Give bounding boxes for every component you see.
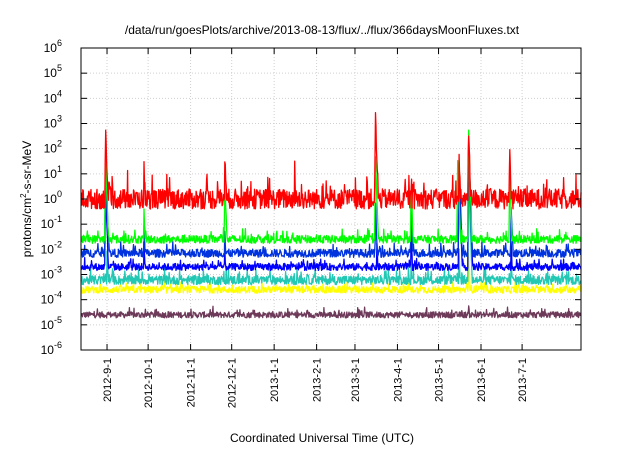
y-tick-label: 102 <box>44 139 62 156</box>
y-tick-label: 100 <box>44 189 62 206</box>
x-tick-label: 2012-9-1 <box>102 358 114 402</box>
series-line-4 <box>80 133 582 258</box>
series-line-1 <box>80 252 582 294</box>
y-tick-label: 10-3 <box>41 265 62 282</box>
series-line-2 <box>80 181 582 286</box>
x-tick-label: 2013-7-1 <box>517 358 529 402</box>
series-line-5 <box>80 129 582 244</box>
x-tick-label: 2013-2-1 <box>312 358 324 402</box>
chart-title: /data/run/goesPlots/archive/2013-08-13/f… <box>125 23 520 37</box>
y-axis-label-sup: 2 <box>19 193 28 198</box>
series-layer <box>80 111 582 319</box>
y-tick-label: 104 <box>44 88 62 105</box>
x-tick-label: 2013-3-1 <box>350 358 362 402</box>
series-line-0 <box>80 305 582 319</box>
y-axis-label-rest: -s-sr-MeV <box>20 141 34 194</box>
y-axis-label-main: protons/cm <box>20 198 34 257</box>
x-axis-label: Coordinated Universal Time (UTC) <box>230 431 414 445</box>
y-tick-label: 10-6 <box>41 340 62 357</box>
y-tick-label: 10-4 <box>41 290 62 307</box>
x-tick-label: 2013-4-1 <box>392 358 404 402</box>
x-tick-label: 2013-6-1 <box>476 358 488 402</box>
x-tick-label: 2013-5-1 <box>434 358 446 402</box>
x-tick-label: 2013-1-1 <box>269 358 281 402</box>
x-tick-label: 2012-12-1 <box>227 358 239 408</box>
y-tick-label: 106 <box>44 38 62 55</box>
y-tick-label: 105 <box>44 63 62 80</box>
y-tick-label: 10-5 <box>41 315 62 332</box>
y-tick-label: 10-1 <box>41 214 62 231</box>
y-tick-label: 101 <box>44 164 62 181</box>
x-tick-label: 2012-11-1 <box>186 358 198 407</box>
y-tick-label: 103 <box>44 114 62 131</box>
axis-layer: 10-6 10-5 10-4 10-3 10-2 10-1 100 101 102 103 104 1… <box>41 38 581 408</box>
y-tick-label: 10-2 <box>41 239 62 256</box>
y-axis-label: protons/cm2-s-sr-MeV <box>19 141 34 257</box>
series-line-6 <box>80 111 582 210</box>
series-line-3 <box>80 138 582 272</box>
x-tick-label: 2012-10-1 <box>143 358 155 408</box>
